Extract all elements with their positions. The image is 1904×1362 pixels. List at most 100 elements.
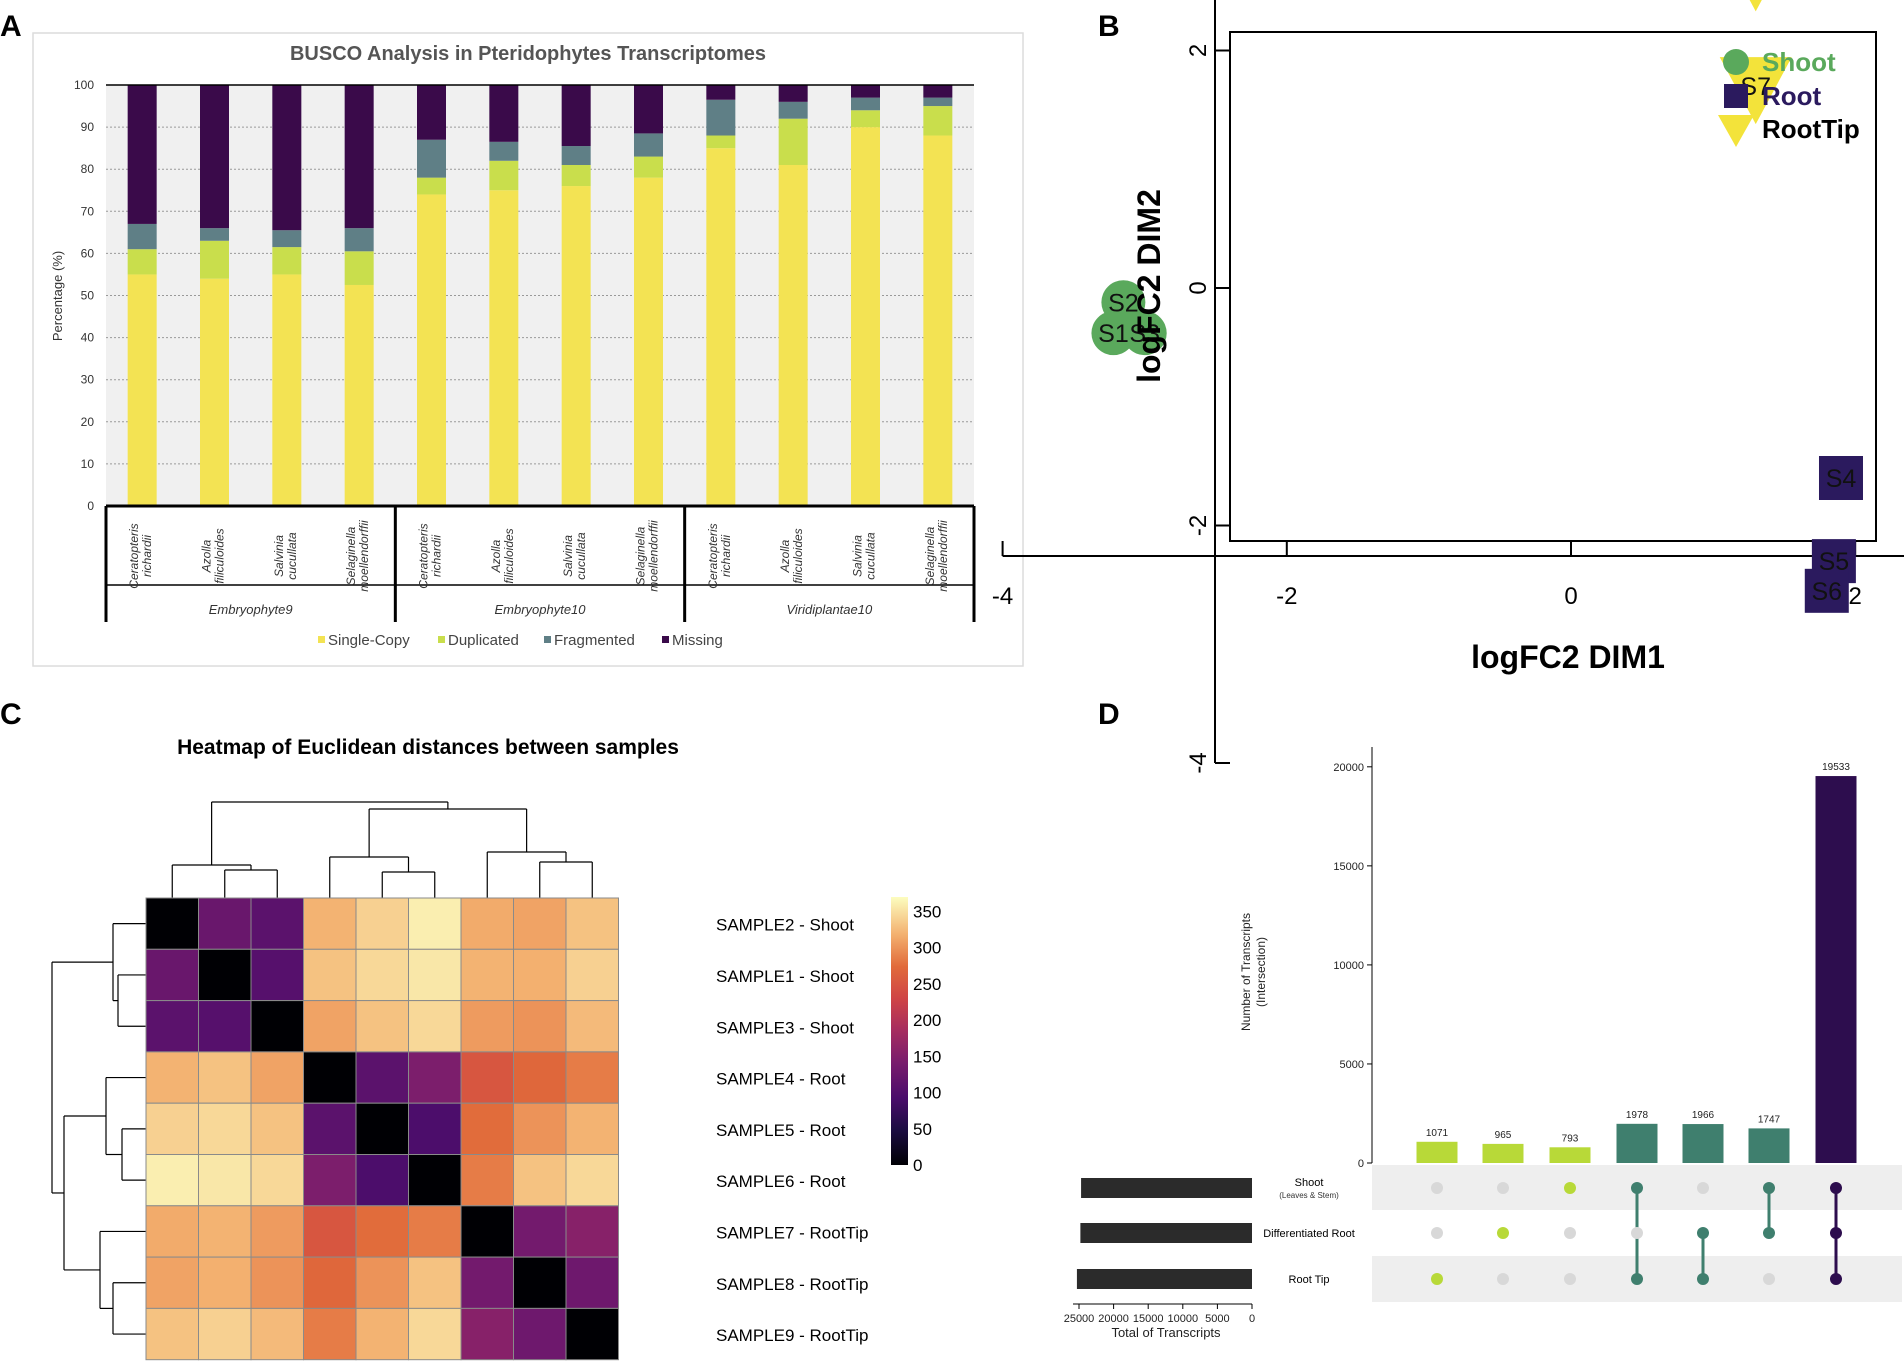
busco-bar-segment [344, 85, 374, 229]
heatmap-cell [145, 897, 199, 950]
busco-bar-segment [272, 230, 302, 248]
busco-y-tick-label: 60 [81, 246, 95, 260]
mds-point-label: S6 [1811, 578, 1842, 606]
heatmap-cell [565, 1154, 619, 1207]
distance-heatmap: Heatmap of Euclidean distances between s… [51, 736, 941, 1361]
heatmap-cell [355, 948, 409, 1002]
busco-species-label: moellendorffii [936, 520, 950, 592]
panel-label-b: B [1098, 10, 1120, 43]
mds-legend-label: Shoot [1762, 47, 1836, 77]
busco-y-tick-label: 50 [81, 289, 95, 303]
heatmap-cell [408, 1256, 462, 1309]
busco-species-label: richardii [430, 535, 444, 577]
upset-dot-active [1830, 1182, 1842, 1194]
busco-bar-segment [127, 223, 157, 250]
upset-y-tick-label: 10000 [1333, 960, 1364, 972]
heatmap-cell [513, 1205, 567, 1258]
upset-bar-value-label: 1071 [1426, 1128, 1449, 1139]
busco-species-label: Selaginella [634, 526, 648, 585]
busco-bar-segment [851, 97, 880, 111]
heatmap-cell [303, 1154, 357, 1207]
busco-species-label: Salvinia [851, 535, 865, 577]
busco-bar-segment [272, 247, 302, 275]
heatmap-cell [250, 1205, 304, 1258]
upset-set-size-tick-label: 20000 [1098, 1313, 1129, 1325]
upset-dot-inactive [1497, 1273, 1509, 1285]
busco-bar-segment [706, 148, 736, 506]
upset-bar-value-label: 965 [1495, 1130, 1512, 1141]
heatmap-cell [460, 1102, 514, 1155]
upset-intersection-bar [1815, 776, 1857, 1163]
heatmap-scale-tick-label: 200 [913, 1011, 941, 1030]
upset-dot-inactive [1697, 1182, 1709, 1194]
mds-chart: -4-2024-4-2024 S1S2S3S4S5S6S7S8S9 ShootR… [992, 0, 1904, 774]
heatmap-scale-tick-label: 100 [913, 1084, 941, 1103]
mds-y-tick-label: 2 [1185, 44, 1212, 57]
mds-point-roottip [1749, 0, 1762, 12]
heatmap-cell [355, 1205, 409, 1258]
heatmap-cell [145, 1102, 199, 1155]
upset-dot-active [1697, 1227, 1709, 1239]
busco-y-tick-label: 70 [81, 204, 95, 218]
busco-species-label: Selaginella [923, 526, 937, 585]
upset-y-tick-label: 0 [1358, 1158, 1364, 1170]
heatmap-cell [513, 897, 567, 950]
heatmap-cell [355, 1307, 409, 1361]
busco-species-label: moellendorffii [647, 520, 661, 592]
upset-set-size-tick-label: 25000 [1064, 1313, 1095, 1325]
busco-bar-segment [778, 164, 808, 507]
heatmap-cell [513, 1154, 567, 1207]
heatmap-scale-tick-label: 250 [913, 975, 941, 994]
busco-species-label: Salvinia [561, 535, 575, 577]
upset-intersection-bar [1748, 1128, 1790, 1163]
busco-bar-segment [200, 278, 229, 506]
heatmap-row-label: SAMPLE9 - RootTip [716, 1326, 868, 1345]
heatmap-cell [145, 1051, 199, 1104]
mds-point-shoot [1122, 311, 1167, 356]
busco-y-tick-label: 90 [81, 120, 95, 134]
busco-y-tick-label: 0 [87, 499, 94, 513]
heatmap-cell [250, 1000, 304, 1053]
heatmap-cell [408, 1307, 462, 1361]
mds-point-root [1804, 568, 1849, 613]
busco-bar-segment [127, 274, 157, 506]
busco-species-label: cucullata [574, 532, 588, 580]
mds-y-tick-label: 0 [1185, 281, 1212, 294]
busco-bar-segment [923, 106, 953, 136]
busco-species-label: Azolla [489, 539, 503, 573]
heatmap-row-label: SAMPLE6 - Root [716, 1172, 846, 1191]
upset-set-size-tick-label: 15000 [1133, 1313, 1164, 1325]
upset-set-size-bar [1081, 1178, 1252, 1198]
upset-dot-active [1763, 1182, 1775, 1194]
mds-y-tick-label: -2 [1185, 515, 1212, 536]
upset-set-size-tick-label: 5000 [1205, 1313, 1229, 1325]
heatmap-row-label: SAMPLE8 - RootTip [716, 1275, 868, 1294]
mds-x-tick-label: 2 [1849, 583, 1862, 610]
mds-legend-label: RootTip [1762, 114, 1860, 144]
busco-legend-swatch [544, 636, 551, 643]
panel-label-a: A [0, 10, 22, 43]
heatmap-cell [565, 948, 619, 1002]
busco-bar-segment [561, 164, 591, 187]
upset-set-size-tick-label: 10000 [1168, 1313, 1199, 1325]
heatmap-cell [513, 1000, 567, 1053]
heatmap-cell [513, 1051, 567, 1104]
panel-label-d: D [1098, 698, 1120, 731]
heatmap-cell [408, 1205, 462, 1258]
busco-bar-segment [272, 274, 302, 506]
heatmap-cell [198, 1051, 252, 1104]
busco-species-label: richardii [140, 535, 154, 577]
heatmap-cell [145, 1154, 199, 1207]
panel-label-c: C [0, 698, 22, 731]
busco-bar-segment [344, 284, 374, 506]
busco-group-label: Viridiplantae10 [786, 602, 873, 617]
busco-y-tick-label: 100 [74, 78, 94, 92]
heatmap-cell [408, 948, 462, 1002]
upset-dot-active [1830, 1273, 1842, 1285]
heatmap-cell [250, 1256, 304, 1309]
heatmap-cell [355, 897, 409, 950]
heatmap-scale-tick-label: 50 [913, 1120, 932, 1139]
busco-species-label: cucullata [285, 532, 299, 580]
busco-bar-segment [417, 177, 446, 195]
heatmap-cell [460, 897, 514, 950]
